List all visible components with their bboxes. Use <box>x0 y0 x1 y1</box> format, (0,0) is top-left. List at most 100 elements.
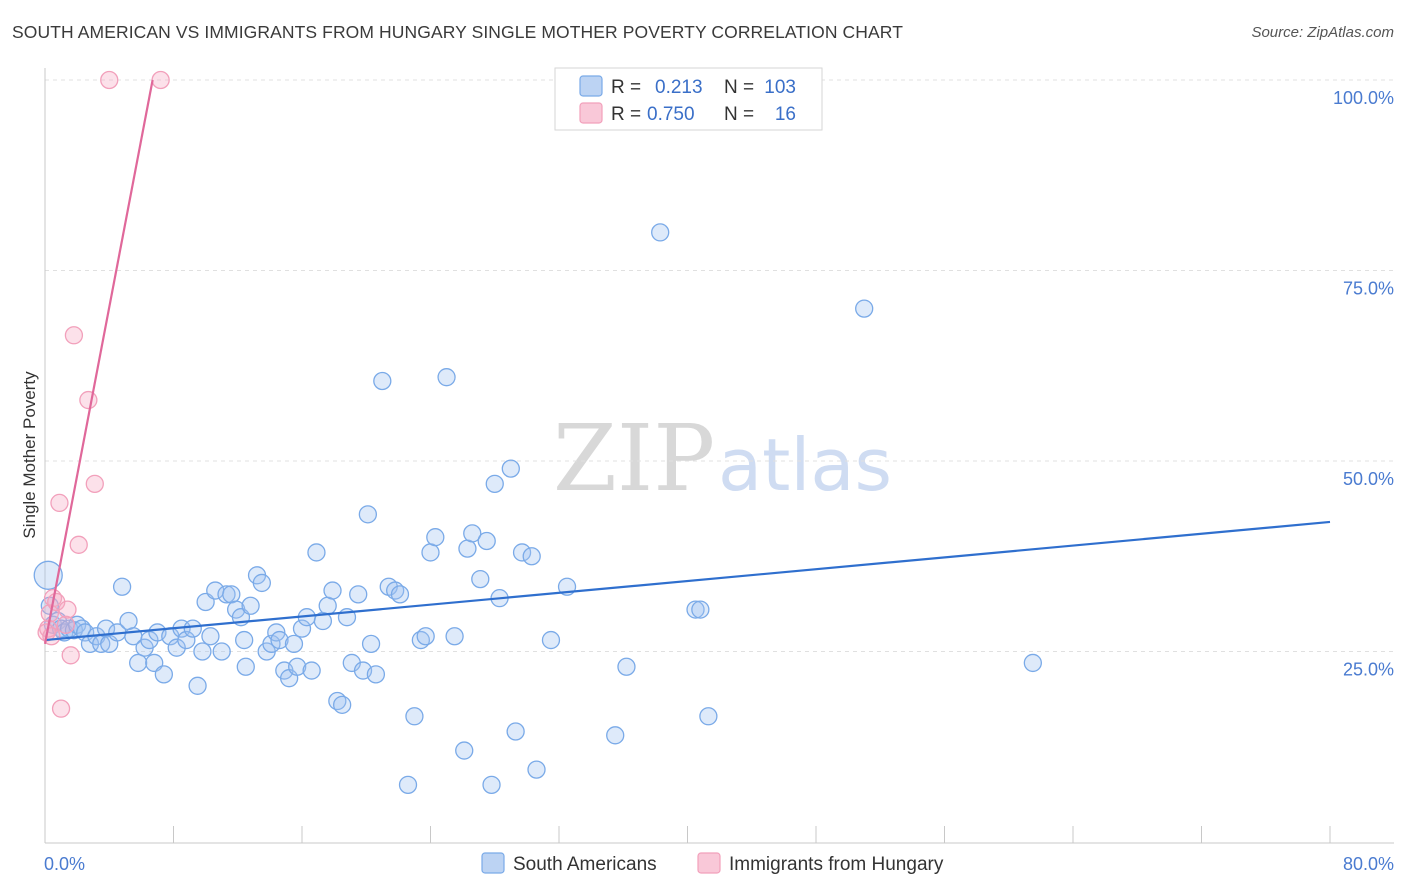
point-south-americans-52 <box>284 634 304 654</box>
bottom-legend-label-south-americans: South Americans <box>513 854 657 875</box>
legend-n-value-1: 103 <box>764 77 796 98</box>
point-south-americans-95 <box>541 630 561 650</box>
legend-n-label-2: N = <box>724 104 754 125</box>
point-hungary-9 <box>58 600 77 619</box>
legend-n-label-1: N = <box>724 77 754 98</box>
y-tick-label-50: 50.0% <box>1343 469 1394 489</box>
point-south-americans-45 <box>252 573 271 593</box>
point-south-americans-103 <box>855 299 874 318</box>
legend-r-label-1: R = <box>611 77 641 98</box>
point-south-americans-37 <box>217 585 236 604</box>
point-south-americans-30 <box>183 619 202 638</box>
y-tick-labels: 25.0% 50.0% 75.0% 100.0% <box>1333 88 1394 680</box>
bottom-legend-swatch-blue <box>481 852 505 874</box>
point-south-americans-41 <box>235 630 254 650</box>
point-south-americans-100 <box>686 600 705 619</box>
trend-lines <box>43 79 1331 645</box>
bottom-legend-swatch-pink <box>697 852 721 874</box>
y-tick-label-100: 100.0% <box>1333 88 1394 108</box>
point-south-americans-92 <box>512 543 532 562</box>
point-hungary-15 <box>100 70 119 90</box>
watermark-atlas: atlas <box>718 423 892 507</box>
point-south-americans-70 <box>373 371 392 391</box>
trend-line-hungary <box>43 79 154 645</box>
legend-swatch-blue <box>579 75 603 97</box>
point-south-americans-59 <box>318 596 337 615</box>
point-south-americans-42 <box>236 657 255 676</box>
x-tick-label-min: 0.0% <box>44 854 85 874</box>
point-hungary-7 <box>51 699 71 718</box>
y-tick-label-25: 25.0% <box>1343 660 1394 680</box>
point-south-americans-88 <box>485 474 504 494</box>
point-south-americans-14 <box>96 619 116 638</box>
point-hungary-12 <box>69 535 88 554</box>
point-south-americans-82 <box>455 741 474 760</box>
point-south-americans-80 <box>437 368 456 387</box>
bottom-legend-label-hungary: Immigrants from Hungary <box>729 854 944 875</box>
point-south-americans-93 <box>522 547 541 566</box>
chart-source: Source: ZipAtlas.com <box>1251 24 1394 41</box>
point-south-americans-31 <box>188 676 207 695</box>
point-hungary-13 <box>79 390 98 410</box>
point-south-americans-84 <box>463 524 482 543</box>
x-tick-labels: 0.0% 80.0% <box>44 854 1394 874</box>
point-south-americans-65 <box>349 585 368 604</box>
point-south-americans-104 <box>1023 653 1042 673</box>
point-south-americans-18 <box>119 611 138 631</box>
point-south-americans-49 <box>270 630 289 650</box>
point-south-americans-17 <box>112 577 132 596</box>
point-south-americans-81 <box>445 627 464 646</box>
point-hungary-8 <box>56 615 76 634</box>
point-south-americans-99 <box>651 223 670 242</box>
x-tick-label-max: 80.0% <box>1343 854 1394 874</box>
point-south-americans-62 <box>333 695 352 714</box>
point-south-americans-27 <box>167 638 186 657</box>
point-south-americans-25 <box>154 665 174 684</box>
point-hungary-16 <box>151 70 170 90</box>
point-hungary-14 <box>85 474 104 494</box>
point-south-americans-87 <box>482 775 501 794</box>
point-south-americans-74 <box>398 775 418 794</box>
point-south-americans-79 <box>426 528 445 547</box>
series-legend: South Americans Immigrants from Hungary <box>481 852 944 875</box>
point-south-americans-85 <box>471 569 490 589</box>
data-points <box>33 70 1042 794</box>
point-south-americans-56 <box>302 661 321 680</box>
point-south-americans-32 <box>193 642 212 661</box>
point-hungary-10 <box>61 646 80 665</box>
point-south-americans-38 <box>222 585 241 604</box>
correlation-legend: R = 0.213 N = 103 R = 0.750 N = 16 <box>554 67 823 131</box>
point-south-americans-57 <box>307 543 326 562</box>
point-south-americans-0 <box>33 560 63 590</box>
point-south-americans-73 <box>390 585 410 604</box>
point-south-americans-67 <box>358 505 378 524</box>
point-south-americans-34 <box>201 627 220 646</box>
legend-r-value-2: 0.750 <box>647 104 695 125</box>
point-south-americans-86 <box>477 531 496 551</box>
point-south-americans-20 <box>129 653 148 673</box>
legend-r-label-2: R = <box>611 104 641 125</box>
legend-n-value-2: 16 <box>775 104 796 125</box>
point-south-americans-43 <box>241 596 260 615</box>
point-south-americans-97 <box>606 726 625 745</box>
legend-swatch-pink <box>579 102 603 124</box>
point-south-americans-101 <box>691 600 710 619</box>
legend-r-value-1: 0.213 <box>655 77 703 98</box>
y-axis-label: Single Mother Poverty <box>20 371 39 539</box>
point-south-americans-91 <box>506 722 525 741</box>
point-south-americans-60 <box>323 581 342 600</box>
y-tick-label-75: 75.0% <box>1343 279 1394 299</box>
chart-title: SOUTH AMERICAN VS IMMIGRANTS FROM HUNGAR… <box>12 22 903 42</box>
point-south-americans-75 <box>405 707 424 726</box>
point-south-americans-102 <box>699 707 718 726</box>
point-south-americans-29 <box>177 630 196 650</box>
point-south-americans-69 <box>366 665 386 684</box>
point-south-americans-90 <box>501 459 520 478</box>
point-south-americans-98 <box>617 657 636 676</box>
point-south-americans-94 <box>527 760 546 779</box>
point-hungary-6 <box>50 493 69 513</box>
trend-line-south-americans <box>44 520 1331 642</box>
point-south-americans-78 <box>421 543 440 562</box>
point-south-americans-68 <box>361 634 381 654</box>
